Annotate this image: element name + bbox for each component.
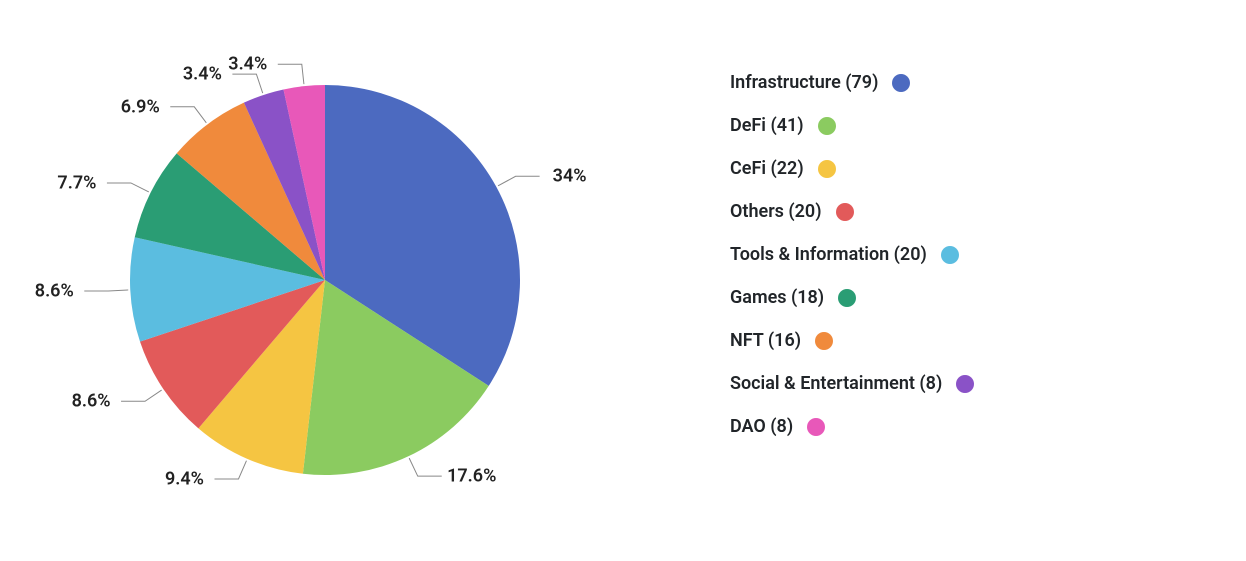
legend-item: DAO (8): [730, 416, 974, 437]
legend-item: Others (20): [730, 201, 974, 222]
legend-label: CeFi (22): [730, 158, 804, 179]
pie-chart: [0, 0, 700, 561]
slice-label: 8.6%: [35, 280, 74, 301]
legend-swatch: [838, 289, 856, 307]
leader-line: [278, 64, 304, 84]
legend-label: Infrastructure (79): [730, 72, 878, 93]
slice-label: 34%: [553, 166, 587, 187]
leader-line: [498, 176, 540, 186]
legend: Infrastructure (79) DeFi (41) CeFi (22) Oth…: [730, 72, 974, 437]
legend-swatch: [836, 203, 854, 221]
legend-label: DeFi (41): [730, 115, 804, 136]
legend-swatch: [956, 375, 974, 393]
slice-label: 8.6%: [72, 391, 111, 412]
slice-label: 6.9%: [121, 96, 160, 117]
legend-swatch: [892, 74, 910, 92]
legend-label: Others (20): [730, 201, 822, 222]
legend-label: Tools & Information (20): [730, 244, 927, 265]
legend-item: Games (18): [730, 287, 974, 308]
legend-label: NFT (16): [730, 330, 801, 351]
legend-swatch: [941, 246, 959, 264]
slice-label: 3.4%: [183, 64, 222, 85]
legend-swatch: [807, 418, 825, 436]
leader-line: [214, 461, 246, 479]
slice-label: 7.7%: [57, 172, 96, 193]
legend-swatch: [818, 160, 836, 178]
stage: Infrastructure (79) DeFi (41) CeFi (22) Oth…: [0, 0, 1246, 561]
slice-label: 9.4%: [165, 469, 204, 490]
legend-item: DeFi (41): [730, 115, 974, 136]
legend-label: Games (18): [730, 287, 824, 308]
slice-label: 17.6%: [447, 466, 496, 487]
legend-item: CeFi (22): [730, 158, 974, 179]
legend-item: Infrastructure (79): [730, 72, 974, 93]
leader-line: [121, 390, 162, 401]
legend-swatch: [815, 332, 833, 350]
pie-svg: [0, 0, 700, 561]
leader-line: [170, 107, 206, 123]
legend-swatch: [818, 117, 836, 135]
leader-line: [84, 290, 128, 291]
leader-line: [107, 183, 149, 192]
legend-label: Social & Entertainment (8): [730, 373, 942, 394]
legend-item: Tools & Information (20): [730, 244, 974, 265]
leader-line: [232, 74, 262, 93]
leader-line: [409, 458, 442, 476]
legend-item: Social & Entertainment (8): [730, 373, 974, 394]
slice-label: 3.4%: [228, 54, 267, 75]
legend-label: DAO (8): [730, 416, 793, 437]
legend-item: NFT (16): [730, 330, 974, 351]
